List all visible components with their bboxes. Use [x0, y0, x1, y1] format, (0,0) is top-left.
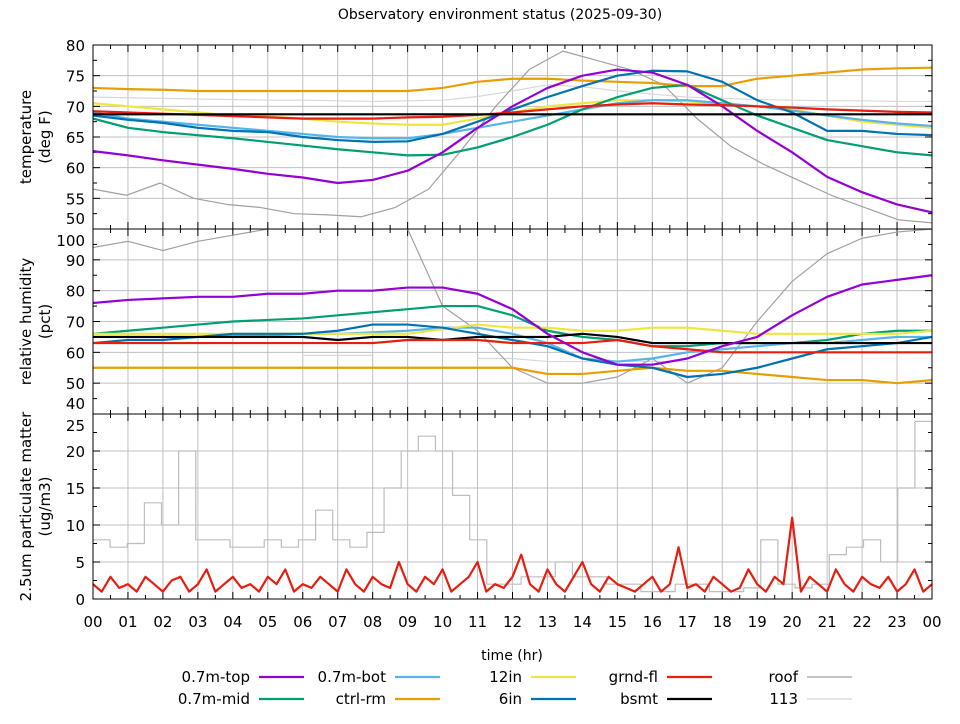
- series-line-6in: [93, 323, 932, 379]
- y-tick-label: 25: [66, 417, 85, 435]
- legend-item: roof: [769, 668, 852, 686]
- y-axis-label: 2.5um particulate matter: [17, 411, 35, 601]
- chart-title: Observatory environment status (2025-09-…: [338, 7, 662, 23]
- legend-item: ctrl-rm: [336, 690, 440, 708]
- x-tick-label: 22: [853, 613, 872, 631]
- x-tick-label: 00: [922, 613, 941, 631]
- y-tick-label: 40: [66, 395, 85, 413]
- x-tick-labels: 00 01 02 03 04 05 06 07 08 09 10 11 12 13 14 15 16 17 18 19…: [83, 613, 941, 631]
- y-axis-label: (deg F): [36, 110, 54, 163]
- y-tick-label: 50: [66, 375, 85, 393]
- x-tick-label: 15: [608, 613, 627, 631]
- y-tick-label: 90: [66, 252, 85, 270]
- x-tick-label: 16: [643, 613, 662, 631]
- legend-item: 0.7m-mid: [178, 690, 304, 708]
- legend-item: 0.7m-top: [182, 668, 304, 686]
- y-tick-label: 15: [66, 480, 85, 498]
- y-tick-label: 70: [66, 314, 85, 332]
- series-line-113: [93, 84, 932, 103]
- x-tick-label: 04: [223, 613, 242, 631]
- series-line-6in: [93, 69, 932, 144]
- y-tick-label: 50: [66, 210, 85, 228]
- panel-2: 0 5 10 15 20 25 2.5um particulate matter (ug/m3…: [17, 411, 933, 609]
- legend-label: 113: [769, 690, 798, 708]
- x-tick-label: 09: [398, 613, 417, 631]
- y-tick-label: 0: [75, 591, 85, 609]
- legend-label: grnd-fl: [609, 668, 658, 686]
- series-group: [93, 50, 932, 224]
- series-group: [93, 420, 932, 593]
- x-tick-label: 00: [83, 613, 102, 631]
- y-tick-label: 70: [66, 98, 85, 116]
- y-tick-label: 60: [66, 344, 85, 362]
- series-line-0.7m-mid: [93, 83, 932, 157]
- x-tick-label: 21: [818, 613, 837, 631]
- x-tick-label: 03: [188, 613, 207, 631]
- x-tick-label: 20: [783, 613, 802, 631]
- legend-label: 0.7m-top: [182, 668, 250, 686]
- y-tick-label: 75: [66, 68, 85, 86]
- panel-0: 50 55 60 65 70 75 80 temperature (deg F): [17, 37, 933, 230]
- y-tick-label: 5: [75, 554, 85, 572]
- panel-border: [92, 413, 933, 600]
- x-tick-label: 02: [153, 613, 172, 631]
- legend-label: ctrl-rm: [336, 690, 386, 708]
- y-tick-label: 65: [66, 129, 85, 147]
- x-tick-label: 18: [713, 613, 732, 631]
- series-line-ctrl-rm: [93, 66, 932, 93]
- y-tick-label: 80: [66, 283, 85, 301]
- x-tick-label: 19: [748, 613, 767, 631]
- series-line-roof: [93, 50, 932, 224]
- x-tick-label: 06: [293, 613, 312, 631]
- legend-item: grnd-fl: [609, 668, 712, 686]
- legend-label: bsmt: [620, 690, 658, 708]
- series-line-grnd-fl: [93, 338, 932, 354]
- legend-item: bsmt: [620, 690, 712, 708]
- legend-item: 12in: [489, 668, 576, 686]
- x-tick-label: 13: [538, 613, 557, 631]
- legend-label: 12in: [489, 668, 522, 686]
- x-tick-label: 23: [887, 613, 906, 631]
- x-tick-label: 05: [258, 613, 277, 631]
- x-tick-label: 12: [503, 613, 522, 631]
- y-axis-label: (ug/m3): [36, 477, 54, 537]
- legend-label: 0.7m-bot: [318, 668, 387, 686]
- y-axis-label: relative humidity: [17, 258, 35, 386]
- series-line-grnd-fl: [93, 102, 932, 120]
- series-line-0.7m-bot: [93, 99, 932, 140]
- series-line-ctrl-rm: [93, 366, 932, 385]
- legend: 0.7m-top 0.7m-mid 0.7m-bot ctrl-rm 12in 6in gr…: [178, 668, 852, 708]
- y-tick-label: 100: [56, 232, 85, 250]
- x-tick-label: 08: [363, 613, 382, 631]
- y-axis-label: (pct): [36, 304, 54, 339]
- panel-1: 40 50 60 70 80 90 100 relative humidity (pct): [17, 228, 933, 415]
- x-tick-label: 11: [468, 613, 487, 631]
- legend-label: roof: [769, 668, 799, 686]
- x-tick-label: 17: [678, 613, 697, 631]
- legend-item: 6in: [499, 690, 576, 708]
- x-tick-label: 10: [433, 613, 452, 631]
- series-line-grnd-fl: [93, 516, 932, 593]
- x-tick-label: 14: [573, 613, 592, 631]
- y-axis-label: temperature: [17, 90, 35, 184]
- series-line-0.7m-top: [93, 68, 932, 214]
- x-tick-label: 01: [118, 613, 137, 631]
- x-tick-label: 07: [328, 613, 347, 631]
- y-tick-label: 10: [66, 517, 85, 535]
- y-tick-label: 20: [66, 443, 85, 461]
- x-axis-label: time (hr): [481, 648, 543, 664]
- legend-label: 0.7m-mid: [178, 690, 250, 708]
- legend-label: 6in: [499, 690, 522, 708]
- series-line-bsmt: [93, 332, 932, 345]
- series-line-0.7m-top: [93, 274, 932, 366]
- y-tick-label: 60: [66, 160, 85, 178]
- y-tick-label: 55: [66, 190, 85, 208]
- series-group: [93, 229, 932, 385]
- legend-item: 0.7m-bot: [318, 668, 440, 686]
- y-tick-label: 80: [66, 37, 85, 55]
- legend-item: 113: [769, 690, 852, 708]
